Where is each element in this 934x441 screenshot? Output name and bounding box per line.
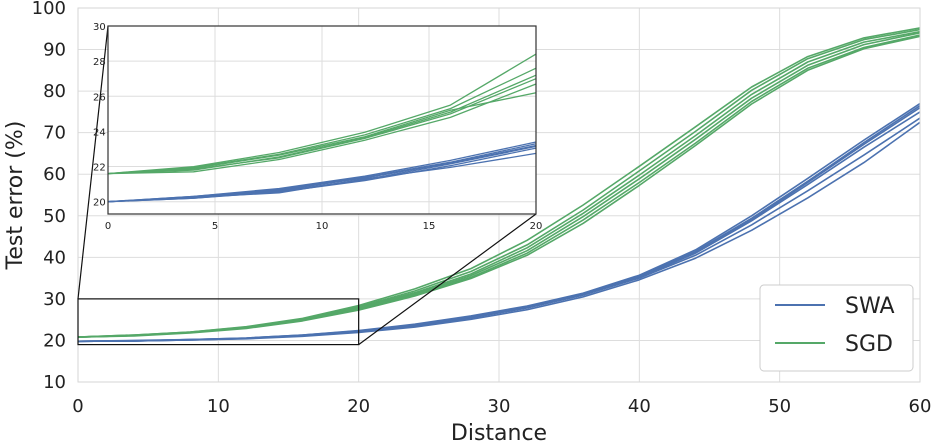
inset-x-tick-label: 15 — [423, 221, 436, 232]
inset-series — [107, 53, 537, 203]
x-axis-title: Distance — [451, 421, 547, 441]
inset-series-sgd-line — [107, 74, 537, 175]
inset-chart: 0 5 10 15 20 20 22 24 26 28 30 — [93, 22, 542, 232]
zoom-indicator — [77, 25, 537, 346]
zoom-connector-line — [358, 213, 537, 346]
legend-label-sgd: SGD — [845, 332, 893, 357]
y-tick-label: 20 — [43, 330, 66, 351]
main-series — [77, 27, 921, 343]
inset-x-tick-label: 0 — [105, 221, 111, 232]
y-tick-label: 50 — [43, 206, 66, 227]
inset-series-sgd-line — [107, 53, 537, 175]
legend: SWA SGD — [759, 284, 914, 372]
y-tick-label: 30 — [43, 289, 66, 310]
plot-border — [77, 7, 921, 383]
zoom-region-box — [77, 298, 360, 346]
inset-y-tick-label: 20 — [93, 198, 106, 209]
series-swa-line — [77, 107, 921, 343]
y-axis-title: Test error (%) — [3, 121, 28, 271]
inset-x-tick-label: 10 — [316, 221, 329, 232]
x-tick-label: 60 — [909, 396, 932, 417]
y-tick-label: 10 — [43, 372, 66, 393]
y-tick-label: 40 — [43, 247, 66, 268]
zoom-connector-line — [77, 25, 109, 299]
inset-series-sgd-line — [107, 83, 537, 175]
inset-tick-labels: 0 5 10 15 20 20 22 24 26 28 30 — [93, 22, 542, 232]
inset-y-tick-label: 24 — [93, 127, 106, 138]
series-sgd-line — [77, 27, 921, 338]
inset-y-tick-label: 28 — [93, 57, 106, 68]
legend-label-swa: SWA — [845, 294, 895, 319]
series-sgd-line — [77, 32, 921, 338]
y-tick-label: 90 — [43, 40, 66, 61]
x-tick-label: 20 — [347, 396, 370, 417]
y-tick-label: 100 — [32, 0, 66, 19]
x-tick-label: 40 — [628, 396, 651, 417]
x-tick-label: 30 — [488, 396, 511, 417]
inset-y-tick-label: 22 — [93, 163, 106, 174]
x-tick-label: 10 — [207, 396, 230, 417]
inset-x-tick-label: 5 — [212, 221, 218, 232]
x-tick-label: 50 — [768, 396, 791, 417]
inset-series-sgd-line — [107, 67, 537, 175]
legend-box — [759, 284, 914, 372]
x-tick-label: 0 — [72, 396, 83, 417]
y-tick-label: 70 — [43, 123, 66, 144]
y-tick-label: 60 — [43, 164, 66, 185]
inset-border — [107, 25, 537, 215]
inset-series-swa-line — [107, 145, 537, 203]
inset-series-sgd-line — [107, 92, 537, 175]
y-tick-label: 80 — [43, 81, 66, 102]
inset-y-tick-label: 26 — [93, 92, 106, 103]
inset-x-tick-label: 20 — [530, 221, 543, 232]
inset-series-swa-line — [107, 143, 537, 203]
inset-y-tick-label: 30 — [93, 22, 106, 33]
